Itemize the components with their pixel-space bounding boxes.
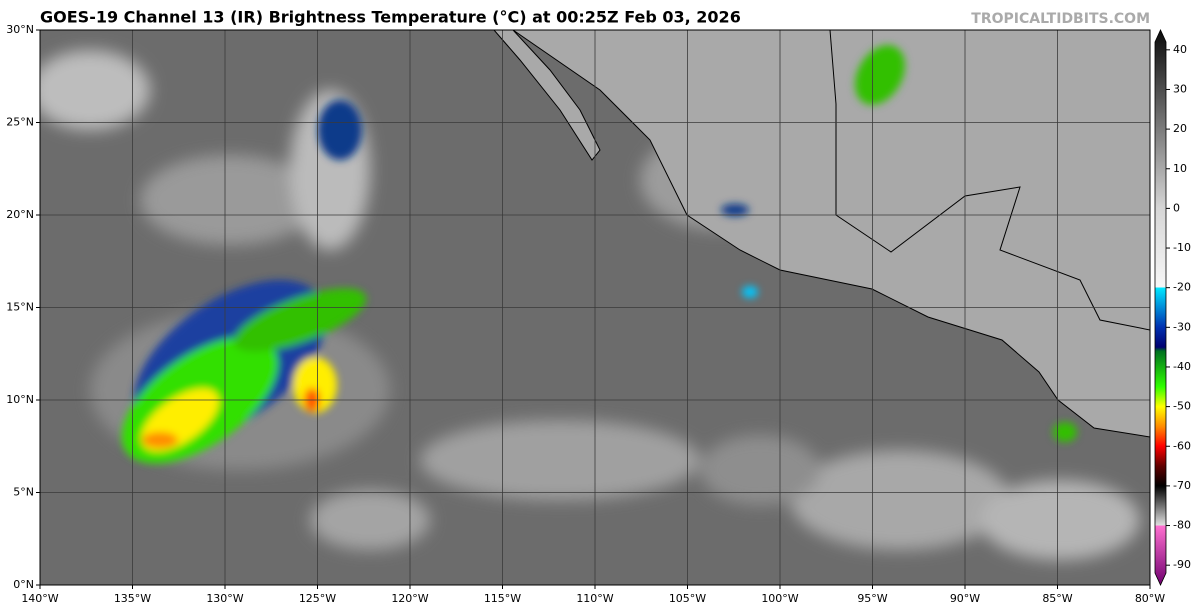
- colorbar-tick-label: -70: [1173, 479, 1191, 492]
- lon-tick-label: 95°W: [857, 592, 887, 605]
- colorbar-tick-label: -90: [1173, 558, 1191, 571]
- colorbar-tick-label: -80: [1173, 519, 1191, 532]
- lat-tick-label: 25°N: [6, 116, 34, 129]
- colorbar-tick-label: -60: [1173, 439, 1191, 452]
- colorbar-tick-label: -30: [1173, 320, 1191, 333]
- lon-tick-label: 125°W: [299, 592, 336, 605]
- lon-tick-label: 105°W: [669, 592, 706, 605]
- lon-tick-label: 110°W: [576, 592, 613, 605]
- colorbar-tick-label: 0: [1173, 201, 1180, 214]
- lon-tick-label: 115°W: [484, 592, 521, 605]
- lon-tick-label: 80°W: [1135, 592, 1165, 605]
- colorbar-tick-label: 10: [1173, 162, 1187, 175]
- lat-tick-label: 15°N: [6, 301, 34, 314]
- lon-tick-label: 90°W: [950, 592, 980, 605]
- map-title: GOES-19 Channel 13 (IR) Brightness Tempe…: [40, 8, 741, 27]
- lat-tick-label: 0°N: [13, 578, 34, 591]
- lon-tick-label: 140°W: [21, 592, 58, 605]
- lon-tick-label: 135°W: [114, 592, 151, 605]
- colorbar-tick-label: -10: [1173, 241, 1191, 254]
- lon-tick-label: 100°W: [761, 592, 798, 605]
- colorbar-body: [1154, 29, 1167, 586]
- colorbar-tick-label: -50: [1173, 400, 1191, 413]
- map-frame: [39, 29, 1151, 586]
- land: [493, 30, 1150, 438]
- lat-tick-label: 5°N: [13, 486, 34, 499]
- lon-tick-label: 130°W: [206, 592, 243, 605]
- lat-tick-label: 20°N: [6, 208, 34, 221]
- colorbar-tick-label: -40: [1173, 360, 1191, 373]
- colorbar-tick-label: 30: [1173, 82, 1187, 95]
- colorbar: 40 30 20 10 0 -10 -20 -30 -40 -50 -60 -70 -80 -90: [1154, 29, 1191, 586]
- colorbar-tick-label: -20: [1173, 281, 1191, 294]
- credit: TROPICALTIDBITS.COM: [971, 11, 1150, 27]
- colorbar-tick-label: 20: [1173, 122, 1187, 135]
- lon-tick-label: 85°W: [1042, 592, 1072, 605]
- colorbar-tick-label: 40: [1173, 43, 1187, 56]
- lon-tick-label: 120°W: [391, 592, 428, 605]
- lat-tick-label: 30°N: [6, 23, 34, 36]
- lat-tick-label: 10°N: [6, 393, 34, 406]
